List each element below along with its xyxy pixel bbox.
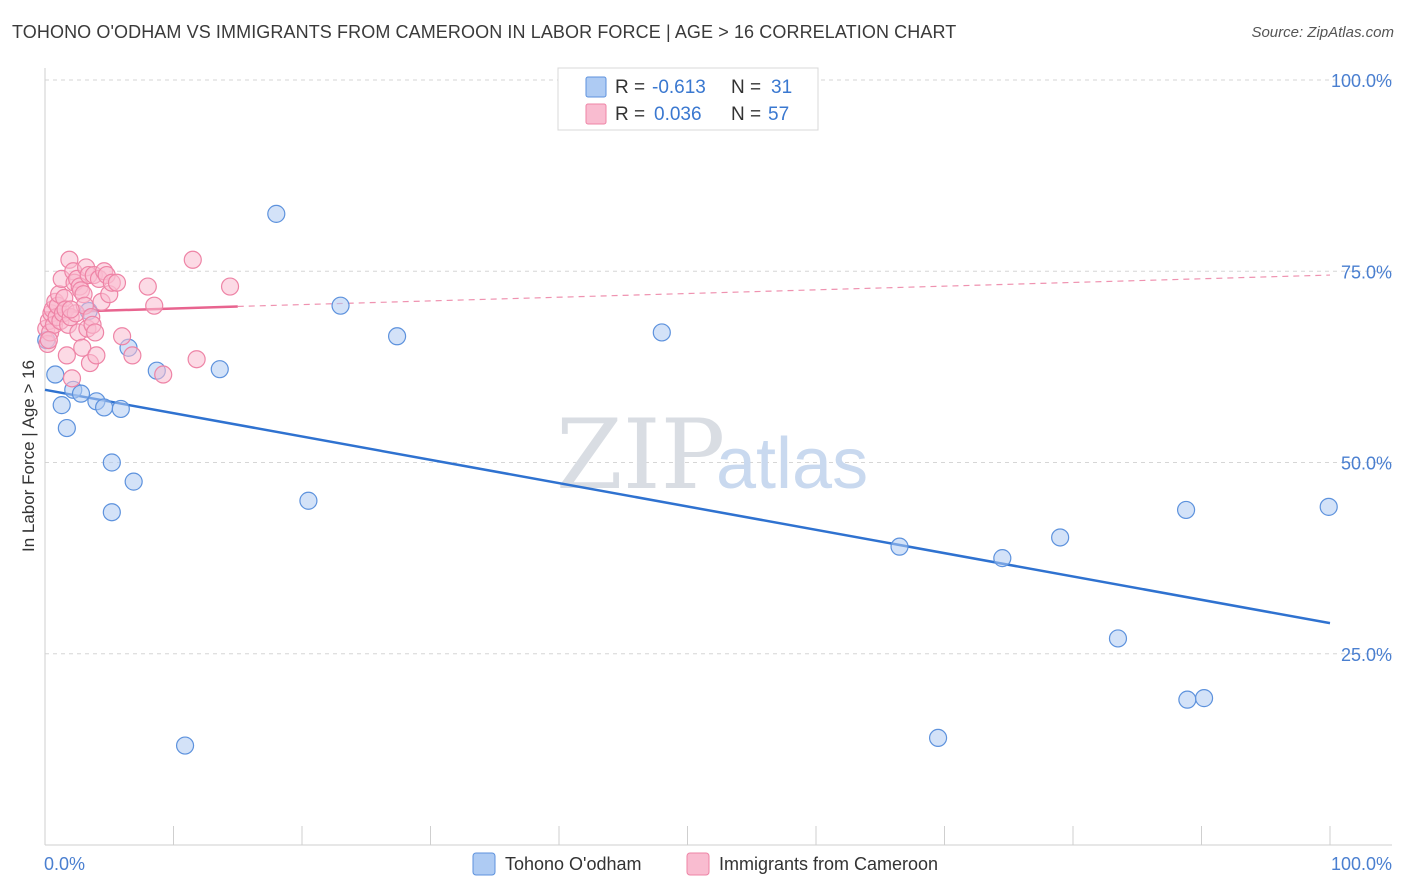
- point-immigrants-cameroon: [87, 346, 106, 365]
- legend-n-value-cameroon: 57: [768, 104, 789, 125]
- point-tohono-oodham: [102, 503, 121, 522]
- bottom-legend-label-cameroon: Immigrants from Cameroon: [719, 854, 938, 874]
- point-tohono-oodham: [1319, 497, 1338, 516]
- point-tohono-oodham: [267, 204, 286, 223]
- legend-r-label-tohono: R =: [615, 77, 645, 98]
- point-tohono-oodham: [124, 472, 143, 491]
- point-tohono-oodham: [1194, 689, 1214, 708]
- legend-swatch-cameroon: [585, 103, 607, 125]
- point-immigrants-cameroon: [145, 296, 164, 315]
- point-immigrants-cameroon: [112, 327, 132, 346]
- point-tohono-oodham: [299, 491, 318, 510]
- point-tohono-oodham: [1051, 528, 1070, 547]
- point-immigrants-cameroon: [220, 277, 240, 296]
- chart-title: TOHONO O'ODHAM VS IMMIGRANTS FROM CAMERO…: [12, 22, 957, 42]
- correlation-legend: R = -0.613 N = 31 R = 0.036 N = 57: [557, 67, 819, 131]
- watermark-zip: ZIP: [556, 399, 725, 511]
- y-tick-label: 75.0%: [1341, 262, 1392, 282]
- x-tick-label: 100.0%: [1331, 854, 1392, 874]
- x-tick-label: 0.0%: [44, 854, 85, 874]
- points-layer: [37, 204, 1338, 755]
- legend-r-value-tohono: -0.613: [652, 77, 706, 98]
- point-immigrants-cameroon: [154, 365, 173, 384]
- axis-layer: In Labor Force | Age > 16 25.0% 50.0% 75.0…: [19, 68, 1392, 874]
- chart-source: Source: ZipAtlas.com: [1251, 24, 1394, 41]
- watermark-atlas: atlas: [716, 424, 868, 504]
- point-tohono-oodham: [71, 384, 91, 403]
- point-tohono-oodham: [1178, 690, 1197, 709]
- point-immigrants-cameroon: [183, 250, 202, 269]
- point-immigrants-cameroon: [138, 277, 157, 296]
- point-tohono-oodham: [331, 296, 350, 315]
- y-tick-label: 100.0%: [1331, 71, 1392, 91]
- point-tohono-oodham: [210, 360, 229, 379]
- point-tohono-oodham: [387, 327, 407, 346]
- point-immigrants-cameroon: [62, 369, 82, 388]
- trendline-tohono-oodham: [44, 388, 1331, 625]
- bottom-legend-label-tohono: Tohono O'odham: [505, 854, 642, 874]
- y-axis-label: In Labor Force | Age > 16: [19, 360, 38, 552]
- watermark: ZIP atlas: [556, 399, 868, 511]
- y-tick-label: 50.0%: [1341, 454, 1392, 474]
- point-tohono-oodham: [111, 399, 130, 419]
- legend-swatch-tohono: [585, 76, 607, 98]
- point-tohono-oodham: [175, 736, 195, 755]
- point-immigrants-cameroon: [107, 273, 127, 292]
- point-tohono-oodham: [993, 549, 1012, 568]
- bottom-legend-swatch-tohono: [472, 852, 496, 876]
- point-immigrants-cameroon: [39, 331, 58, 350]
- y-tick-label: 25.0%: [1341, 645, 1392, 665]
- point-immigrants-cameroon: [73, 338, 92, 357]
- point-immigrants-cameroon: [86, 323, 105, 342]
- point-tohono-oodham: [52, 396, 71, 415]
- point-immigrants-cameroon: [61, 300, 80, 319]
- legend-n-label-cameroon: N =: [731, 104, 761, 125]
- legend-r-label-cameroon: R =: [615, 104, 645, 125]
- legend-n-label-tohono: N =: [731, 77, 761, 98]
- legend-n-value-tohono: 31: [771, 77, 792, 98]
- point-tohono-oodham: [46, 365, 65, 384]
- point-immigrants-cameroon: [123, 346, 142, 365]
- point-tohono-oodham: [102, 453, 121, 472]
- point-tohono-oodham: [928, 728, 948, 748]
- point-tohono-oodham: [95, 398, 114, 417]
- point-tohono-oodham: [1108, 629, 1128, 648]
- point-tohono-oodham: [890, 537, 909, 556]
- point-tohono-oodham: [57, 418, 76, 438]
- point-immigrants-cameroon: [57, 346, 76, 365]
- point-immigrants-cameroon: [187, 350, 206, 369]
- point-tohono-oodham: [652, 323, 671, 342]
- series-legend: Tohono O'odham Immigrants from Cameroon: [472, 852, 938, 876]
- point-tohono-oodham: [1176, 500, 1196, 520]
- grid-layer: [45, 79, 1392, 655]
- legend-r-value-cameroon: 0.036: [654, 104, 702, 125]
- bottom-legend-swatch-cameroon: [686, 852, 710, 876]
- trendline-immigrants-cameroon-extension: [237, 274, 1331, 308]
